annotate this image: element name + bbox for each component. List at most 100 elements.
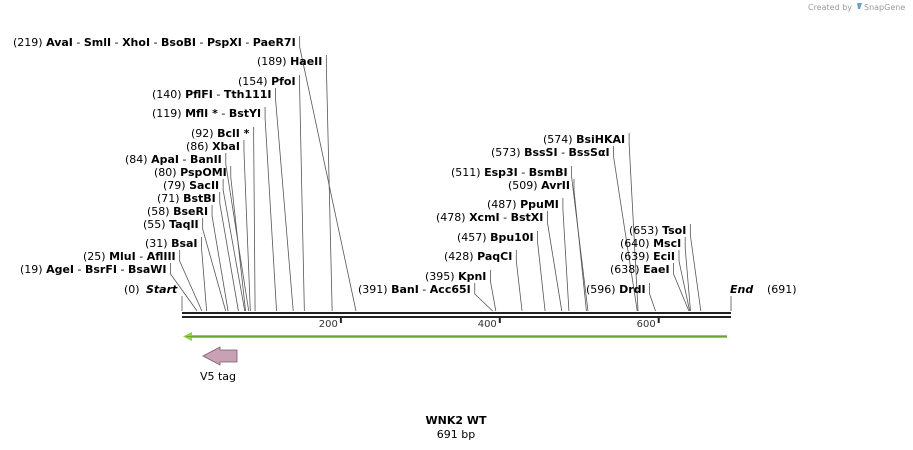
site-label[interactable]: (119) MflI * - BstYI <box>152 107 261 120</box>
enzyme-name[interactable]: Acc65I <box>430 283 471 296</box>
ruler-ticks: 200 400 600 <box>319 317 660 330</box>
enzyme-name[interactable]: BssSαI <box>569 146 610 159</box>
site-label[interactable]: (395) KpnI <box>425 270 486 283</box>
v5-tag-arrow-icon[interactable] <box>202 346 238 366</box>
enzyme-name[interactable]: XcmI <box>469 211 500 224</box>
site-label[interactable]: (509) AvrII <box>508 179 570 192</box>
site-label[interactable]: (80) PspOMI <box>154 166 227 179</box>
site-label[interactable]: (71) BstBI <box>157 192 216 205</box>
enzyme-name[interactable]: AvrII <box>541 179 570 192</box>
site-label[interactable]: (58) BseRI <box>147 205 208 218</box>
site-label[interactable]: (154) PfoI <box>238 75 296 88</box>
site-label[interactable]: (457) Bpu10I <box>457 231 534 244</box>
enzyme-name[interactable]: BsaWI <box>128 263 167 276</box>
enzyme-name[interactable]: BstXI <box>511 211 544 224</box>
site-label[interactable]: (478) XcmI - BstXI <box>436 211 543 224</box>
enzyme-name[interactable]: TsoI <box>662 224 686 237</box>
enzyme-name[interactable]: BsiHKAI <box>576 133 625 146</box>
v5-tag-feature[interactable]: V5 tag <box>200 346 238 383</box>
enzyme-name[interactable]: EaeI <box>643 263 670 276</box>
site-label[interactable]: (79) SacII <box>163 179 219 192</box>
site-position: (31) <box>145 237 171 250</box>
site-label[interactable]: (391) BanI - Acc65I <box>358 283 471 296</box>
site-label[interactable]: (428) PaqCI <box>444 250 512 263</box>
site-label[interactable]: (189) HaeII <box>257 55 322 68</box>
enzyme-name[interactable]: PpuMI <box>520 198 559 211</box>
enzyme-name[interactable]: EciI <box>653 250 675 263</box>
enzyme-name[interactable]: TaqII <box>169 218 199 231</box>
enzyme-name[interactable]: XhoI <box>122 36 150 49</box>
watermark-brand: SnapGene <box>864 3 905 12</box>
site-label[interactable]: (638) EaeI <box>610 263 670 276</box>
enzyme-name[interactable]: DrdI <box>619 283 646 296</box>
site-label[interactable]: (92) BclI * <box>191 127 250 140</box>
site-label[interactable]: (31) BsaI <box>145 237 198 250</box>
enzyme-name[interactable]: MscI <box>653 237 681 250</box>
enzyme-name[interactable]: MflI * <box>185 107 218 120</box>
enzyme-name[interactable]: BanII <box>190 153 222 166</box>
site-label[interactable]: (55) TaqII <box>143 218 199 231</box>
site-separator: - <box>111 36 122 49</box>
enzyme-name[interactable]: Bpu10I <box>490 231 534 244</box>
site-connector-line <box>264 107 277 312</box>
site-label[interactable]: (219) AvaI - SmlI - XhoI - BsoBI - PspXI… <box>13 36 296 49</box>
enzyme-name[interactable]: PaqCI <box>477 250 512 263</box>
site-position: (511) <box>451 166 484 179</box>
enzyme-name[interactable]: PspOMI <box>180 166 227 179</box>
site-label[interactable]: (573) BssSI - BssSαI <box>491 146 610 159</box>
site-position: (395) <box>425 270 458 283</box>
site-label[interactable]: (653) TsoI <box>629 224 686 237</box>
site-label[interactable]: (639) EciI <box>620 250 675 263</box>
enzyme-name[interactable]: MluI <box>109 250 136 263</box>
site-label[interactable]: (574) BsiHKAI <box>543 133 625 146</box>
site-position: (25) <box>83 250 109 263</box>
enzyme-name[interactable]: BstBI <box>183 192 216 205</box>
site-label[interactable]: (19) AgeI - BsrFI - BsaWI <box>20 263 167 276</box>
enzyme-name[interactable]: Tth111I <box>224 88 272 101</box>
site-connector-line <box>179 250 203 312</box>
site-label[interactable]: (596) DrdI <box>586 283 646 296</box>
site-separator: - <box>500 211 511 224</box>
site-label[interactable]: (487) PpuMI <box>487 198 559 211</box>
enzyme-name[interactable]: PfoI <box>271 75 296 88</box>
enzyme-name[interactable]: AvaI <box>46 36 73 49</box>
site-label[interactable]: (640) MscI <box>620 237 681 250</box>
enzyme-name[interactable]: BsoBI <box>161 36 196 49</box>
enzyme-name[interactable]: Esp3I <box>484 166 518 179</box>
enzyme-name[interactable]: PflFI <box>185 88 213 101</box>
orf-arrow[interactable] <box>183 332 727 341</box>
end-label: End <box>730 283 753 296</box>
enzyme-name[interactable]: SmlI <box>84 36 111 49</box>
site-connector-line <box>211 205 229 312</box>
enzyme-name[interactable]: AgeI <box>46 263 74 276</box>
enzyme-name[interactable]: BseRI <box>173 205 208 218</box>
site-label[interactable]: (140) PflFI - Tth111I <box>152 88 272 101</box>
enzyme-name[interactable]: BssSI <box>524 146 558 159</box>
site-separator: - <box>136 250 147 263</box>
enzyme-name[interactable]: PaeR7I <box>253 36 296 49</box>
enzyme-name[interactable]: BclI * <box>217 127 250 140</box>
site-connector-line <box>515 250 523 312</box>
site-connector-line <box>537 231 546 312</box>
enzyme-name[interactable]: KpnI <box>458 270 486 283</box>
enzyme-name[interactable]: BsmBI <box>529 166 568 179</box>
site-separator: - <box>150 36 161 49</box>
enzyme-name[interactable]: SacII <box>189 179 219 192</box>
enzyme-name[interactable]: HaeII <box>290 55 322 68</box>
site-label[interactable]: (511) Esp3I - BsmBI <box>451 166 568 179</box>
site-label[interactable]: (25) MluI - AflIII <box>83 250 176 263</box>
site-label[interactable]: (84) ApaI - BanII <box>125 153 222 166</box>
enzyme-name[interactable]: BsrFI <box>85 263 117 276</box>
site-position: (640) <box>620 237 653 250</box>
enzyme-name[interactable]: PspXI <box>207 36 242 49</box>
enzyme-name[interactable]: AflIII <box>147 250 176 263</box>
site-position: (189) <box>257 55 290 68</box>
enzyme-name[interactable]: BsaI <box>171 237 197 250</box>
enzyme-name[interactable]: XbaI <box>212 140 240 153</box>
site-connector-line <box>562 198 570 312</box>
enzyme-name[interactable]: BstYI <box>229 107 261 120</box>
ruler-tick-label: 200 <box>319 319 338 330</box>
enzyme-name[interactable]: ApaI <box>151 153 179 166</box>
enzyme-name[interactable]: BanI <box>391 283 419 296</box>
site-label[interactable]: (86) XbaI <box>186 140 240 153</box>
